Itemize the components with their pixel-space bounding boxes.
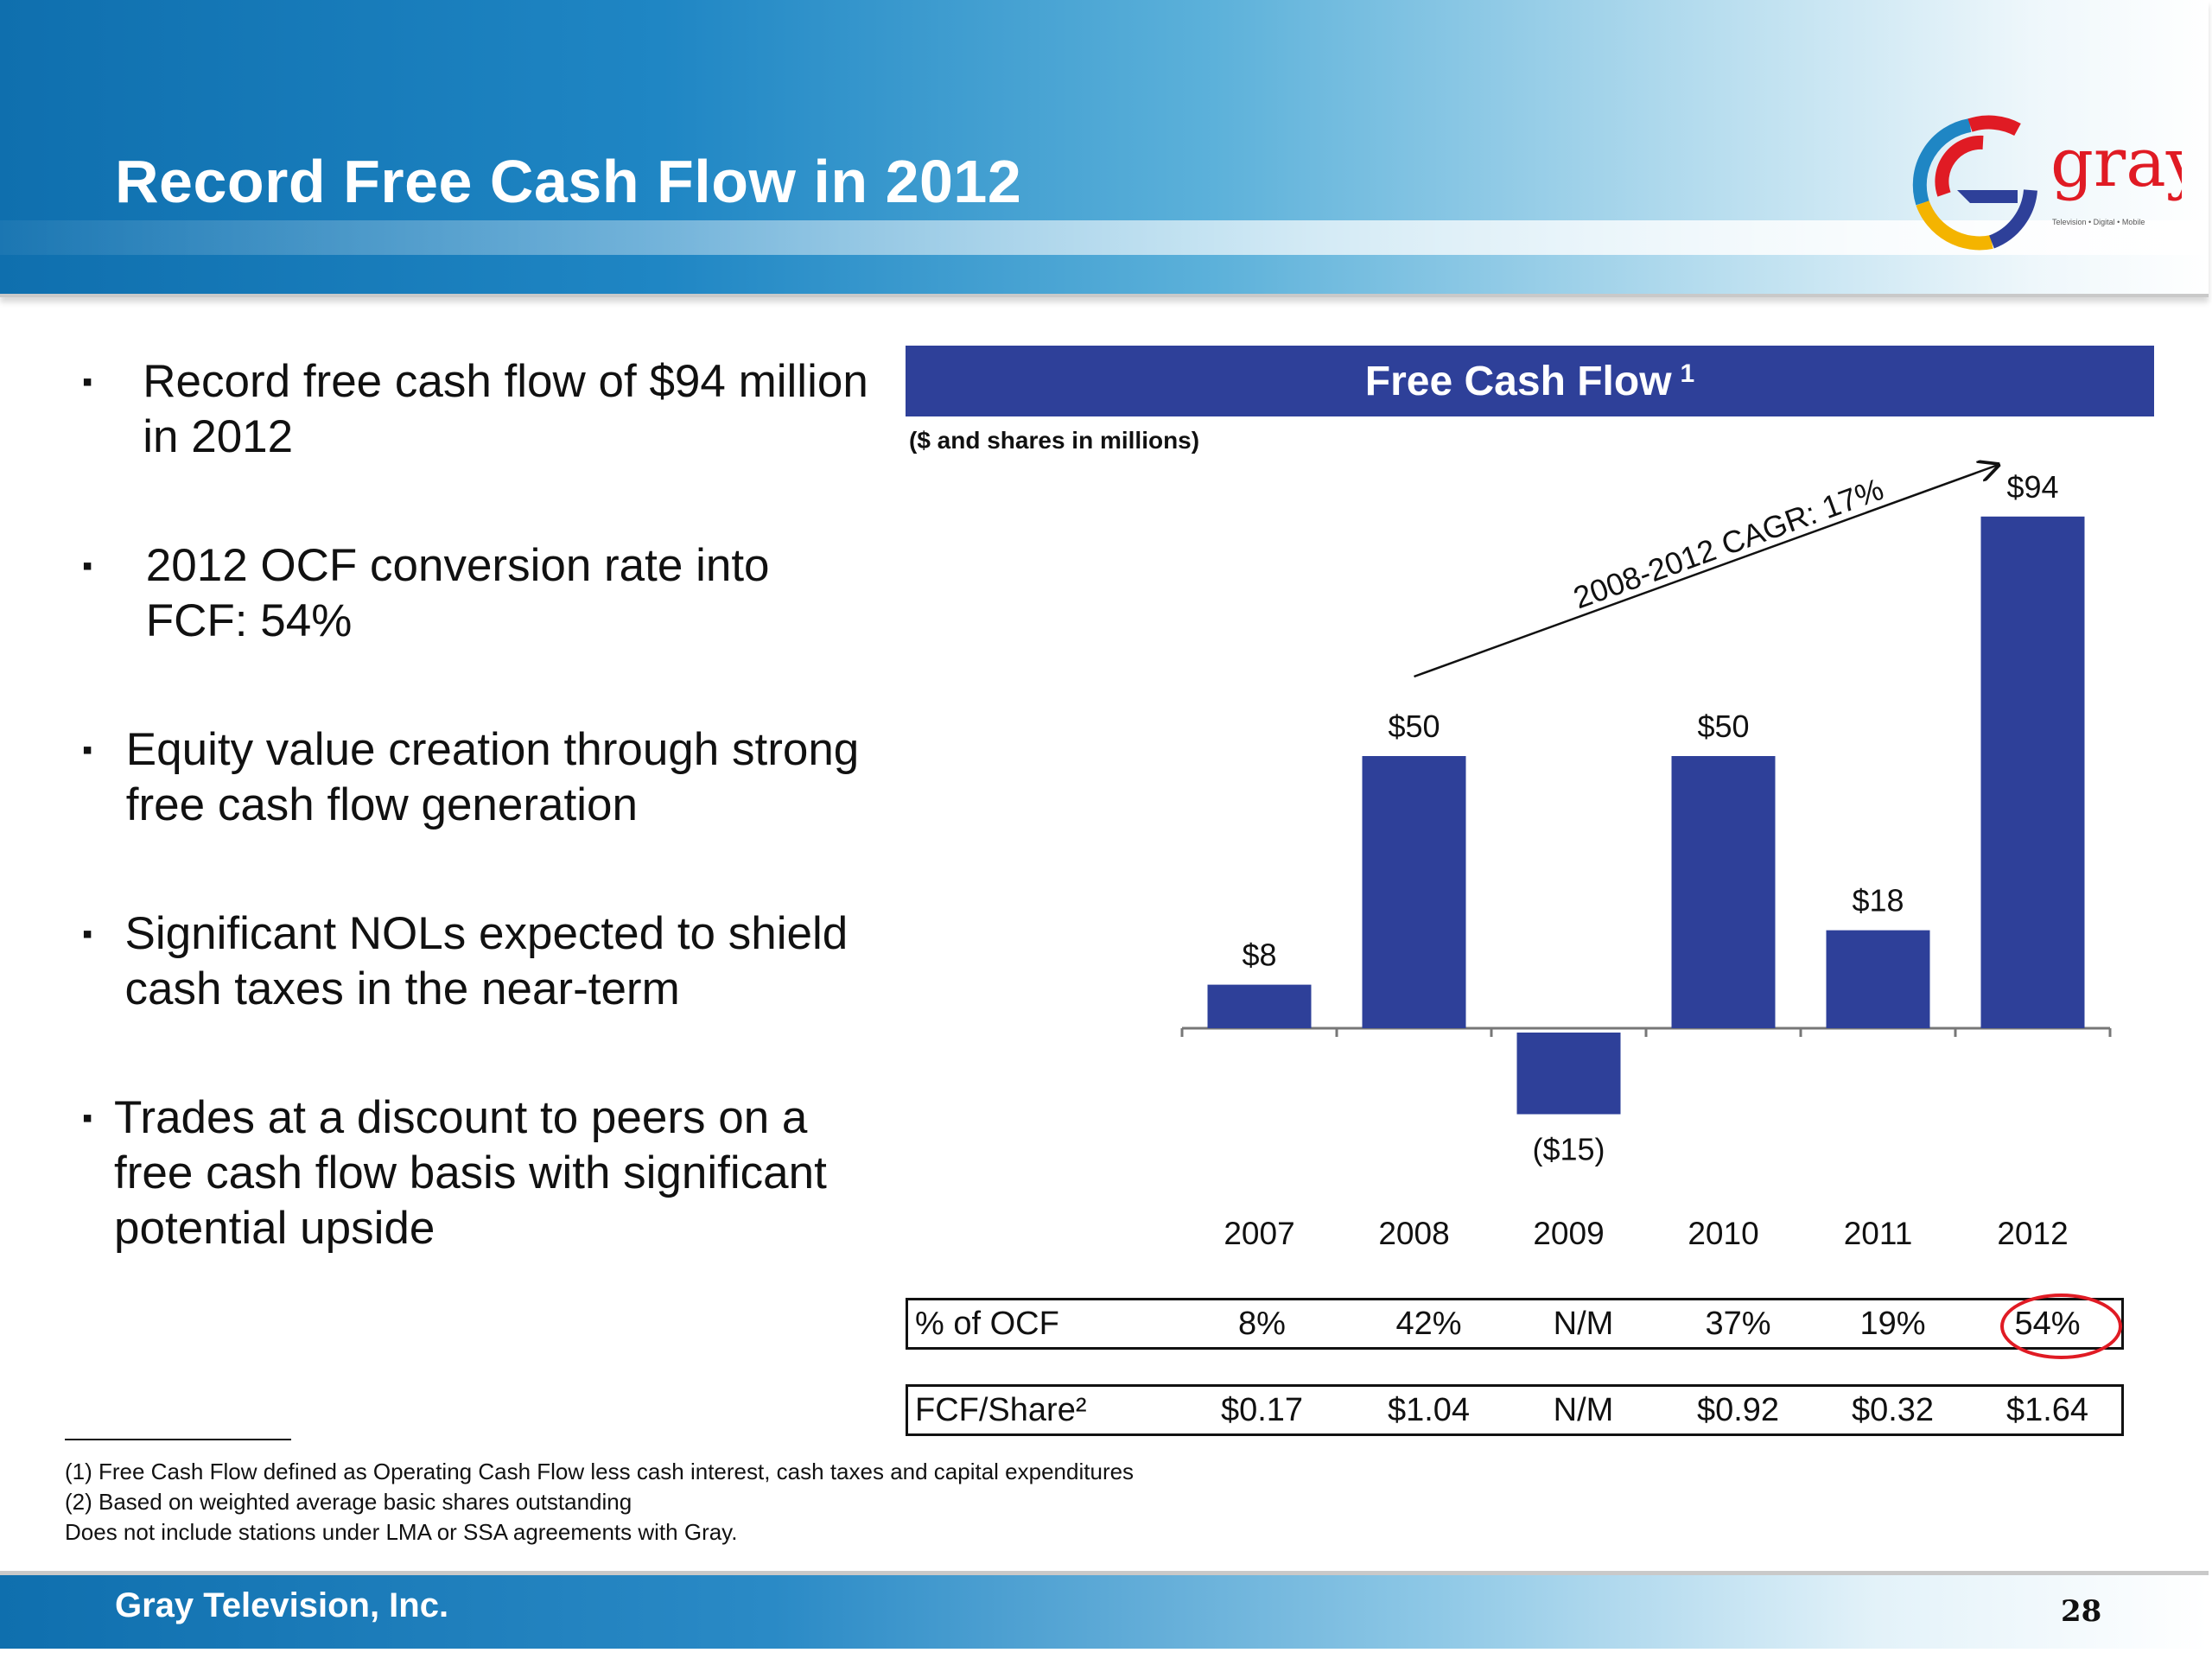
table-row-ocf: % of OCF 8% 42% N/M 37% 19% 54% bbox=[906, 1298, 2124, 1350]
footnotes: (1) Free Cash Flow defined as Operating … bbox=[65, 1457, 1134, 1548]
bullet-text: Equity value creation through strong fre… bbox=[125, 724, 860, 830]
category-label-2007: 2007 bbox=[1224, 1216, 1294, 1251]
highlight-circle bbox=[2000, 1294, 2122, 1359]
bar-2007 bbox=[1207, 984, 1312, 1028]
chart-title-bar: Free Cash Flow 1 bbox=[906, 346, 2154, 416]
footer-banner bbox=[0, 1571, 2209, 1649]
bullet-item: ▪ 2012 OCF conversion rate into FCF: 54% bbox=[82, 538, 877, 649]
row-label: FCF/Share² bbox=[915, 1392, 1087, 1428]
footnote-1: (1) Free Cash Flow defined as Operating … bbox=[65, 1459, 1135, 1484]
category-label-2010: 2010 bbox=[1688, 1216, 1758, 1251]
table-row-fcf-share: FCF/Share² $0.17 $1.04 N/M $0.92 $0.32 $1.64 bbox=[906, 1384, 2124, 1436]
data-label-2008: $50 bbox=[1388, 709, 1440, 744]
bullet-marker: ▪ bbox=[82, 734, 93, 766]
bullet-item: ▪ Significant NOLs expected to shield cas… bbox=[82, 906, 877, 1017]
footnote-2: (2) Based on weighted average basic shar… bbox=[65, 1489, 632, 1515]
footnote-3: Does not include stations under LMA or S… bbox=[65, 1519, 738, 1545]
row-label: % of OCF bbox=[915, 1306, 1059, 1342]
category-label-2012: 2012 bbox=[1997, 1216, 2068, 1251]
bar-2010 bbox=[1671, 756, 1776, 1028]
bullet-item: ▪ Record free cash flow of $94 million in… bbox=[82, 354, 877, 465]
data-label-2012: $94 bbox=[2006, 469, 2058, 505]
slide-title: Record Free Cash Flow in 2012 bbox=[115, 148, 1022, 215]
gray-logo: gray Television • Digital • Mobile bbox=[1912, 115, 2182, 251]
cagr-arrow bbox=[1414, 465, 1999, 678]
bullet-marker: ▪ bbox=[82, 1102, 93, 1135]
bar-2009 bbox=[1516, 1033, 1621, 1115]
chart-title: Free Cash Flow bbox=[1364, 358, 1672, 404]
data-label-2010: $50 bbox=[1697, 709, 1749, 744]
bullet-list: ▪ Record free cash flow of $94 million in… bbox=[82, 354, 877, 1330]
cagr-annotation: 2008-2012 CAGR: 17% bbox=[1568, 471, 1888, 615]
bullet-text: Trades at a discount to peers on a free … bbox=[114, 1092, 827, 1254]
bullet-text: 2012 OCF conversion rate into FCF: 54% bbox=[145, 540, 770, 646]
bar-2008 bbox=[1362, 756, 1466, 1028]
bullet-marker: ▪ bbox=[82, 918, 93, 950]
data-label-2011: $18 bbox=[1852, 883, 1904, 918]
table-cell: N/M bbox=[1553, 1306, 1614, 1342]
table-cell: 37% bbox=[1705, 1306, 1771, 1342]
category-label-2011: 2011 bbox=[1844, 1216, 1913, 1251]
table-cell: $1.04 bbox=[1387, 1392, 1471, 1428]
data-label-2009: ($15) bbox=[1532, 1132, 1605, 1167]
units-note: ($ and shares in millions) bbox=[909, 427, 1200, 454]
bullet-text: Significant NOLs expected to shield cash… bbox=[124, 908, 849, 1014]
bar-2011 bbox=[1826, 930, 1930, 1028]
bullet-item: ▪ Trades at a discount to peers on a free… bbox=[82, 1090, 877, 1256]
bar-2012 bbox=[1980, 516, 2085, 1028]
table-cell: $1.64 bbox=[2005, 1392, 2089, 1428]
table-cell: N/M bbox=[1553, 1392, 1614, 1428]
bullet-marker: ▪ bbox=[82, 550, 93, 582]
bullet-text: Record free cash flow of $94 million in … bbox=[143, 356, 868, 462]
table-cell: 42% bbox=[1395, 1306, 1462, 1342]
data-label-2007: $8 bbox=[1242, 938, 1276, 973]
table-cell: 8% bbox=[1238, 1306, 1286, 1342]
table-cell: $0.32 bbox=[1851, 1392, 1935, 1428]
page-number: 28 bbox=[2061, 1594, 2102, 1629]
chart-title-footnote-ref: 1 bbox=[1680, 359, 1695, 388]
table-cell: $0.92 bbox=[1696, 1392, 1780, 1428]
bullet-item: ▪ Equity value creation through strong fr… bbox=[82, 722, 877, 833]
company-name: Gray Television, Inc. bbox=[115, 1586, 449, 1624]
bullet-marker: ▪ bbox=[82, 365, 93, 398]
logo-tagline: Television • Digital • Mobile bbox=[2052, 218, 2145, 226]
logo-wordmark: gray bbox=[2050, 124, 2182, 202]
table-cell: $0.17 bbox=[1220, 1392, 1304, 1428]
table-cell: 19% bbox=[1859, 1306, 1926, 1342]
header-highlight-band bbox=[0, 220, 2209, 255]
category-label-2008: 2008 bbox=[1378, 1216, 1449, 1251]
category-label-2009: 2009 bbox=[1533, 1216, 1604, 1251]
footnote-divider bbox=[65, 1439, 291, 1440]
